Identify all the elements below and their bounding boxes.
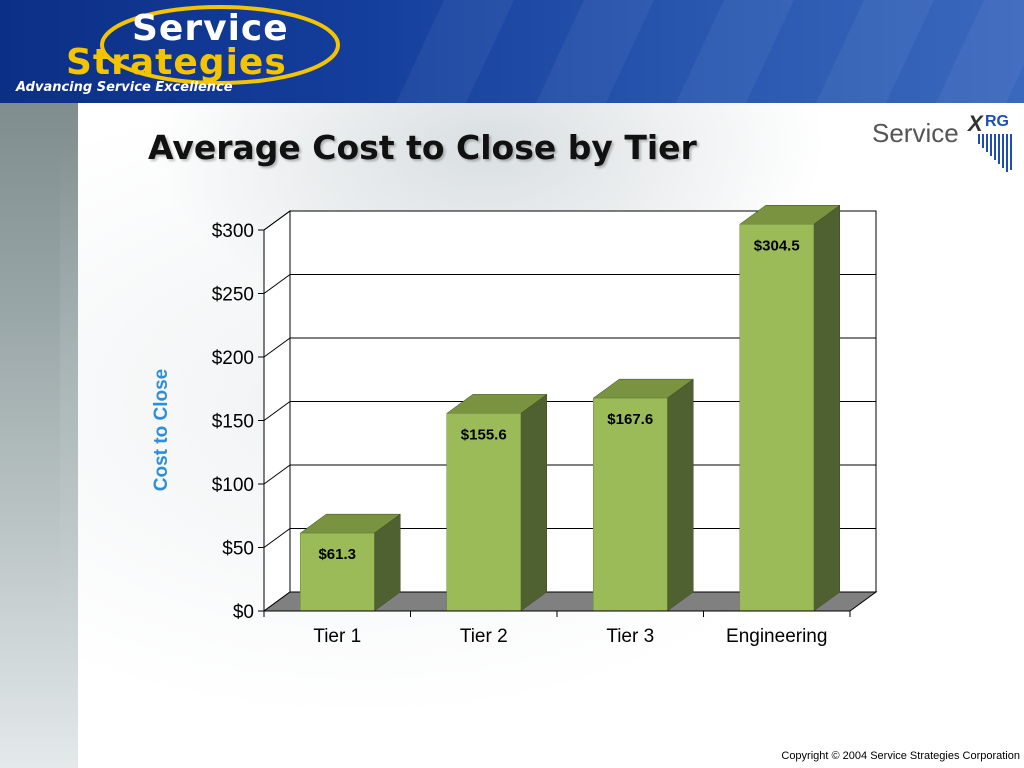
x-tick-label: Tier 3 [606,626,654,647]
data-label: $61.3 [318,546,356,563]
left-background-photo [0,103,78,768]
gridline-side [263,210,291,231]
bar-front [300,532,375,612]
gridline-side [263,528,291,548]
y-tick-label: $100 [212,475,254,496]
x-tick-label: Tier 1 [313,626,361,647]
gridline-side [263,274,291,294]
y-tick-label: $150 [212,412,254,433]
xrg-logo-rg: RG [985,113,1009,130]
y-axis-label: Cost to Close [151,368,172,492]
bar-tier-1: $61.3 [299,513,402,612]
y-tick-label: $300 [212,221,254,242]
y-tick-label: $0 [233,602,254,623]
bar-front [739,224,814,612]
bar-side [667,378,694,612]
bar-front [446,413,521,612]
y-tick-label: $50 [222,539,254,560]
bar-engineering: $304.5 [738,204,841,612]
header-band: Service Strategies Advancing Service Exc… [0,0,1024,103]
bar-front [593,397,668,612]
copyright-text: Copyright © 2004 Service Strategies Corp… [781,750,1020,762]
y-tick-label: $250 [212,285,254,306]
service-strategies-logo: Service Strategies Advancing Service Exc… [0,0,350,103]
bar-tier-2: $155.6 [445,393,548,612]
y-tick-label: $200 [212,348,254,369]
xrg-logo-text: Service [872,118,959,148]
logo-strategies-text: Strategies [66,42,287,83]
gridline-side [263,464,291,485]
data-label: $167.6 [607,411,653,428]
xrg-bars-icon [978,134,1012,172]
bar-side [813,204,840,612]
bar-tier-3: $167.6 [592,378,695,612]
x-tick-label: Engineering [726,626,827,647]
gridline-side [263,401,291,421]
x-tick-label: Tier 2 [460,626,508,647]
service-xrg-logo: Service X RG [868,108,1018,172]
logo-service-text: Service [132,8,289,49]
logo-tagline: Advancing Service Excellence [16,80,233,95]
gridline-side [263,337,291,358]
bar-side [520,393,547,612]
slide-title: Average Cost to Close by Tier [148,128,697,167]
data-label: $155.6 [461,426,507,443]
xrg-logo-x: X [968,111,983,136]
data-label: $304.5 [754,237,800,254]
